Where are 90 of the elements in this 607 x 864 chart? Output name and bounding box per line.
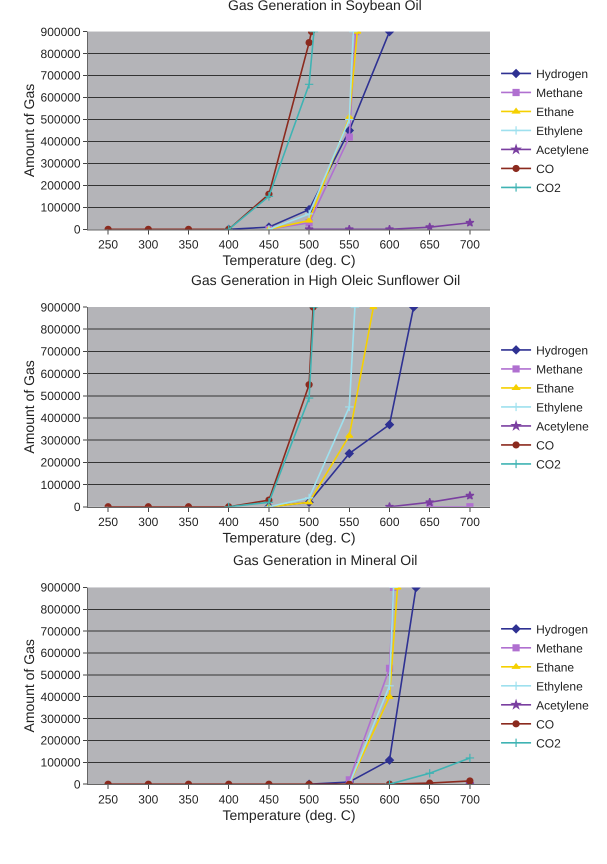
y-tick-label: 800000 xyxy=(40,322,81,336)
x-tick-label: 550 xyxy=(339,238,360,252)
x-tick-label: 450 xyxy=(258,792,280,807)
y-tick-label: 300000 xyxy=(40,156,81,171)
y-tick-label: 100000 xyxy=(40,756,81,770)
y-tick-label: 800000 xyxy=(40,602,81,616)
y-axis-title: Amount of Gas xyxy=(21,639,38,733)
legend-label: Methane xyxy=(536,86,584,100)
y-tick-label: 0 xyxy=(74,222,81,237)
x-tick-label: 600 xyxy=(379,238,400,252)
legend-label: CO2 xyxy=(536,181,562,196)
legend-label: CO2 xyxy=(536,736,562,750)
x-tick-label: 250 xyxy=(98,515,118,530)
legend-label: Ethane xyxy=(536,382,574,396)
y-tick-label: 0 xyxy=(74,500,81,514)
y-tick-label: 300000 xyxy=(40,712,81,726)
x-tick-label: 600 xyxy=(379,792,400,807)
y-tick-label: 900000 xyxy=(40,580,81,595)
y-tick-label: 900000 xyxy=(40,300,81,314)
x-tick-label: 300 xyxy=(138,238,159,252)
y-tick-label: 600000 xyxy=(40,366,81,381)
legend-label: Ethylene xyxy=(536,400,584,415)
x-tick-label: 250 xyxy=(98,792,118,807)
legend-label: Acetylene xyxy=(536,143,590,158)
y-tick-label: 200000 xyxy=(40,734,81,748)
x-tick-label: 450 xyxy=(258,515,280,530)
chart-title: Gas Generation in High Oleic Sunflower Oil xyxy=(191,272,460,288)
x-tick-label: 250 xyxy=(98,238,118,252)
x-tick-label: 350 xyxy=(178,238,199,252)
y-axis-title: Amount of Gas xyxy=(21,84,38,178)
x-tick-label: 700 xyxy=(460,515,480,530)
y-tick-label: 400000 xyxy=(40,134,81,149)
y-tick-label: 100000 xyxy=(40,478,81,492)
legend-label: Methane xyxy=(536,642,584,656)
legend-label: Ethylene xyxy=(536,680,584,694)
y-tick-label: 200000 xyxy=(40,456,81,470)
legend-label: CO xyxy=(536,438,554,453)
y-tick-label: 900000 xyxy=(40,24,81,39)
legend-label: Ethylene xyxy=(536,124,584,138)
x-tick-label: 500 xyxy=(299,792,320,807)
x-tick-label: 550 xyxy=(339,792,360,807)
legend-label: Methane xyxy=(536,362,584,377)
y-tick-label: 200000 xyxy=(40,178,81,193)
y-tick-label: 0 xyxy=(74,777,81,792)
x-tick-label: 700 xyxy=(460,792,480,807)
y-tick-label: 400000 xyxy=(40,690,81,704)
x-tick-label: 400 xyxy=(218,792,240,807)
x-tick-label: 350 xyxy=(178,792,199,807)
chart-title: Gas Generation in Mineral Oil xyxy=(233,552,418,568)
x-axis-title: Temperature (deg. C) xyxy=(222,806,356,823)
legend-label: CO xyxy=(536,162,554,176)
y-tick-label: 700000 xyxy=(40,68,81,83)
legend-label: CO2 xyxy=(536,458,562,472)
x-tick-label: 700 xyxy=(460,238,480,252)
y-tick-label: 300000 xyxy=(40,433,81,448)
legend-label: Acetylene xyxy=(536,698,590,712)
y-axis-title: Amount of Gas xyxy=(21,360,38,454)
x-tick-label: 300 xyxy=(138,515,159,530)
x-tick-label: 400 xyxy=(218,515,240,530)
legend-label: CO xyxy=(536,718,554,732)
y-tick-label: 600000 xyxy=(40,646,81,660)
x-tick-label: 300 xyxy=(138,792,159,807)
x-tick-label: 500 xyxy=(299,238,320,252)
x-tick-label: 400 xyxy=(218,238,240,252)
y-tick-label: 600000 xyxy=(40,90,81,105)
x-tick-label: 650 xyxy=(420,792,440,807)
x-axis-title: Temperature (deg. C) xyxy=(222,529,356,546)
x-tick-label: 600 xyxy=(379,515,400,530)
y-tick-label: 800000 xyxy=(40,46,81,61)
chart-title: Gas Generation in Soybean Oil xyxy=(228,0,422,13)
x-tick-label: 550 xyxy=(339,515,360,530)
legend-label: Ethane xyxy=(536,660,574,674)
legend-label: Ethane xyxy=(536,105,574,120)
y-tick-label: 700000 xyxy=(40,624,81,638)
y-tick-label: 100000 xyxy=(40,200,81,215)
y-tick-label: 700000 xyxy=(40,344,81,359)
y-tick-label: 500000 xyxy=(40,112,81,127)
y-tick-label: 500000 xyxy=(40,668,81,682)
y-tick-label: 500000 xyxy=(40,389,81,404)
x-tick-label: 650 xyxy=(420,515,440,530)
x-tick-label: 450 xyxy=(258,238,280,252)
y-tick-label: 400000 xyxy=(40,411,81,426)
legend-label: Hydrogen xyxy=(536,67,588,82)
legend-label: Hydrogen xyxy=(536,622,588,636)
x-tick-label: 350 xyxy=(178,515,199,530)
x-axis-title: Temperature (deg. C) xyxy=(222,252,356,268)
legend-label: Hydrogen xyxy=(536,344,588,358)
x-tick-label: 500 xyxy=(299,515,320,530)
legend-label: Acetylene xyxy=(536,420,590,434)
x-tick-label: 650 xyxy=(420,238,440,252)
